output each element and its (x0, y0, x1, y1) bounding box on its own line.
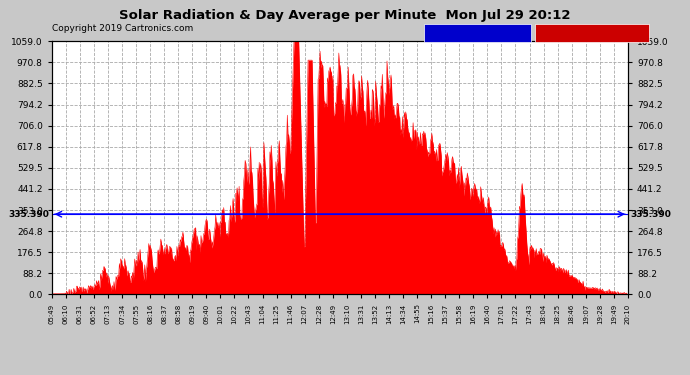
Text: 335.390: 335.390 (8, 210, 49, 219)
Text: Radiation (w/m2): Radiation (w/m2) (551, 29, 633, 38)
Text: Median (w/m2): Median (w/m2) (442, 29, 513, 38)
Text: 335.390: 335.390 (631, 210, 671, 219)
Text: Copyright 2019 Cartronics.com: Copyright 2019 Cartronics.com (52, 24, 193, 33)
Text: Solar Radiation & Day Average per Minute  Mon Jul 29 20:12: Solar Radiation & Day Average per Minute… (119, 9, 571, 22)
